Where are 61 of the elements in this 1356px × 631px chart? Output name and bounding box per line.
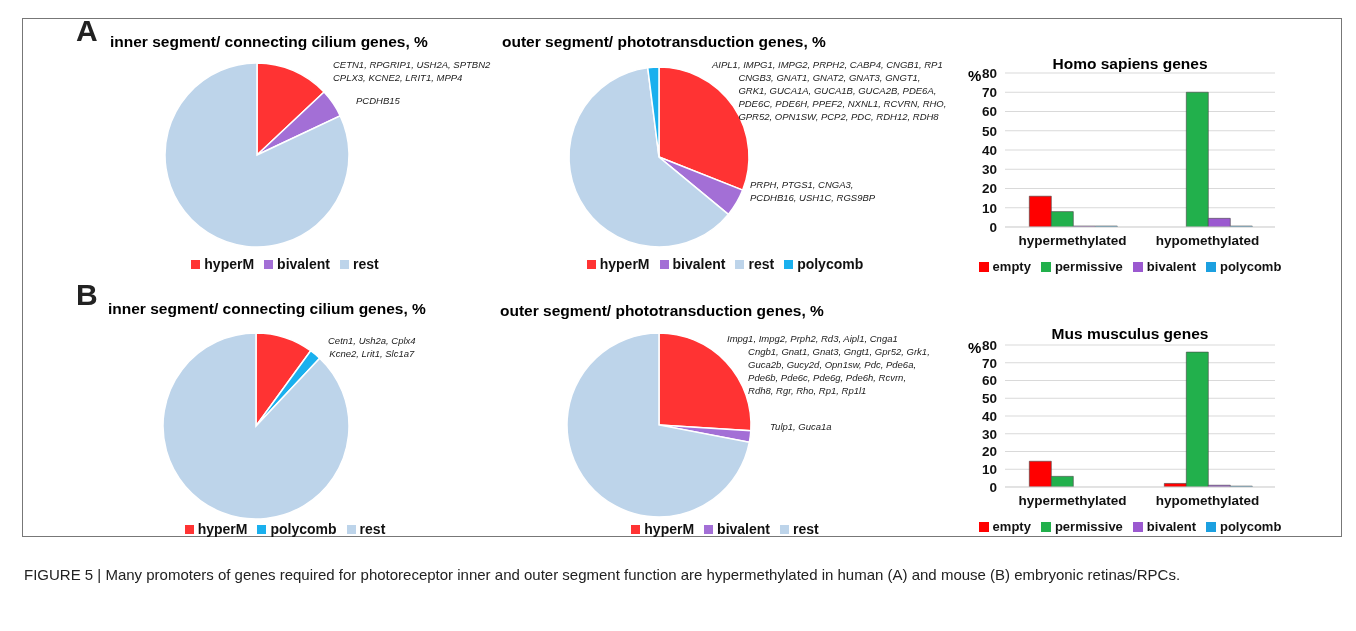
legend-label: rest bbox=[359, 521, 386, 537]
y-tick-label: 80 bbox=[981, 65, 997, 81]
y-tick-label: 10 bbox=[981, 462, 997, 478]
y-tick-label: 20 bbox=[981, 444, 997, 460]
legend-label: rest bbox=[748, 256, 775, 272]
legend-label: hyperM bbox=[599, 256, 650, 272]
y-tick-label: 60 bbox=[981, 104, 997, 120]
y-axis-title: % bbox=[968, 67, 982, 84]
legend-label: empty bbox=[992, 259, 1031, 274]
chart-title: Mus musculus genes bbox=[1051, 325, 1209, 342]
text: AIPL1, IMPG1, IMPG2, PRPH2, CABP4, CNGB1, RP1 CNGB3, GNAT1, GNAT2, GNAT3, GNGT1, GRK1, GUCA1A, GUCA1B, GUCA2B, PDE6A, PDE6C, PDE6H, PPEF2, NXNL1, RCVRN, RHO, GPR52, OPN1SW, PCP2, PDC, RDH12, RDH8 bbox=[712, 58, 947, 123]
chart-title: inner segment/ connecting cilium genes, % bbox=[110, 33, 428, 51]
y-tick-label: 30 bbox=[981, 162, 997, 178]
text: A bbox=[76, 14, 98, 47]
chart-title: outer segment/ phototransduction genes, % bbox=[502, 33, 826, 51]
legend-label: bivalent bbox=[1146, 519, 1196, 534]
text: Tulp1, Guca1a bbox=[770, 420, 832, 433]
chart-title: outer segment/ phototransduction genes, % bbox=[500, 302, 824, 320]
y-tick-label: 70 bbox=[981, 85, 997, 101]
y-tick-label: 70 bbox=[981, 355, 997, 371]
y-tick-label: 50 bbox=[981, 391, 997, 407]
text: Impg1, Impg2, Prph2, Rd3, Aipl1, Cnga1 Cngb1, Gnat1, Gnat3, Gngt1, Gpr52, Grk1, Guca2b, Gucy2d, Opn1sw, Pdc, Pde6a, Pde6b, Pde6c, Pde6g, Pde6h, Rcvrn, Rdh8, Rgr, Rho, Rp1, Rp1l1 bbox=[727, 332, 930, 397]
y-tick-label: 0 bbox=[989, 219, 997, 235]
y-tick-label: 80 bbox=[981, 337, 997, 353]
legend-label: bivalent bbox=[1146, 259, 1196, 274]
x-tick-label: hypermethylated bbox=[1018, 492, 1127, 508]
legend-label: polycomb bbox=[1219, 259, 1282, 274]
text: PRPH, PTGS1, CNGA3, PCDHB16, USH1C, RGS9BP bbox=[750, 178, 876, 204]
y-tick-label: 0 bbox=[989, 479, 997, 495]
text: CETN1, RPGRIP1, USH2A, SPTBN2 CPLX3, KCNE2, LRIT1, MPP4 bbox=[333, 58, 491, 84]
legend-label: polycomb bbox=[1219, 519, 1282, 534]
legend-label: hyperM bbox=[197, 521, 248, 537]
legend-label: rest bbox=[793, 521, 819, 537]
x-tick-label: hypomethylated bbox=[1155, 492, 1260, 508]
y-tick-label: 30 bbox=[981, 426, 997, 442]
x-tick-label: hypermethylated bbox=[1018, 232, 1127, 248]
text: B bbox=[76, 278, 98, 311]
chart-title: Homo sapiens genes bbox=[1052, 55, 1208, 72]
legend-label: bivalent bbox=[672, 256, 726, 272]
text: Cetn1, Ush2a, Cplx4 Kcne2, Lrit1, Slc1a7 bbox=[328, 334, 416, 360]
y-tick-label: 60 bbox=[981, 373, 997, 389]
legend-label: polycomb bbox=[797, 256, 864, 272]
y-tick-label: 50 bbox=[981, 123, 997, 139]
legend-label: empty bbox=[992, 519, 1031, 534]
text: PCDHB15 bbox=[356, 94, 400, 107]
y-tick-label: 40 bbox=[981, 142, 997, 158]
legend-label: hyperM bbox=[204, 256, 255, 272]
y-tick-label: 10 bbox=[981, 200, 997, 216]
legend-label: polycomb bbox=[270, 521, 337, 537]
y-axis-title: % bbox=[968, 339, 982, 356]
legend-label: hyperM bbox=[644, 521, 695, 537]
legend-label: bivalent bbox=[717, 521, 770, 537]
legend-label: rest bbox=[353, 256, 379, 272]
y-tick-label: 40 bbox=[981, 408, 997, 424]
legend-label: permissive bbox=[1054, 259, 1123, 274]
caption: FIGURE 5 | Many promoters of genes required for photoreceptor inner and outer segment function are hypermethylated in human (A) and mouse (B) embryonic retinas/RPCs. bbox=[24, 565, 1182, 585]
y-tick-label: 20 bbox=[981, 181, 997, 197]
x-tick-label: hypomethylated bbox=[1155, 232, 1260, 248]
chart-title: inner segment/ connecting cilium genes, % bbox=[108, 300, 426, 318]
legend-label: permissive bbox=[1054, 519, 1123, 534]
legend-label: bivalent bbox=[277, 256, 330, 272]
